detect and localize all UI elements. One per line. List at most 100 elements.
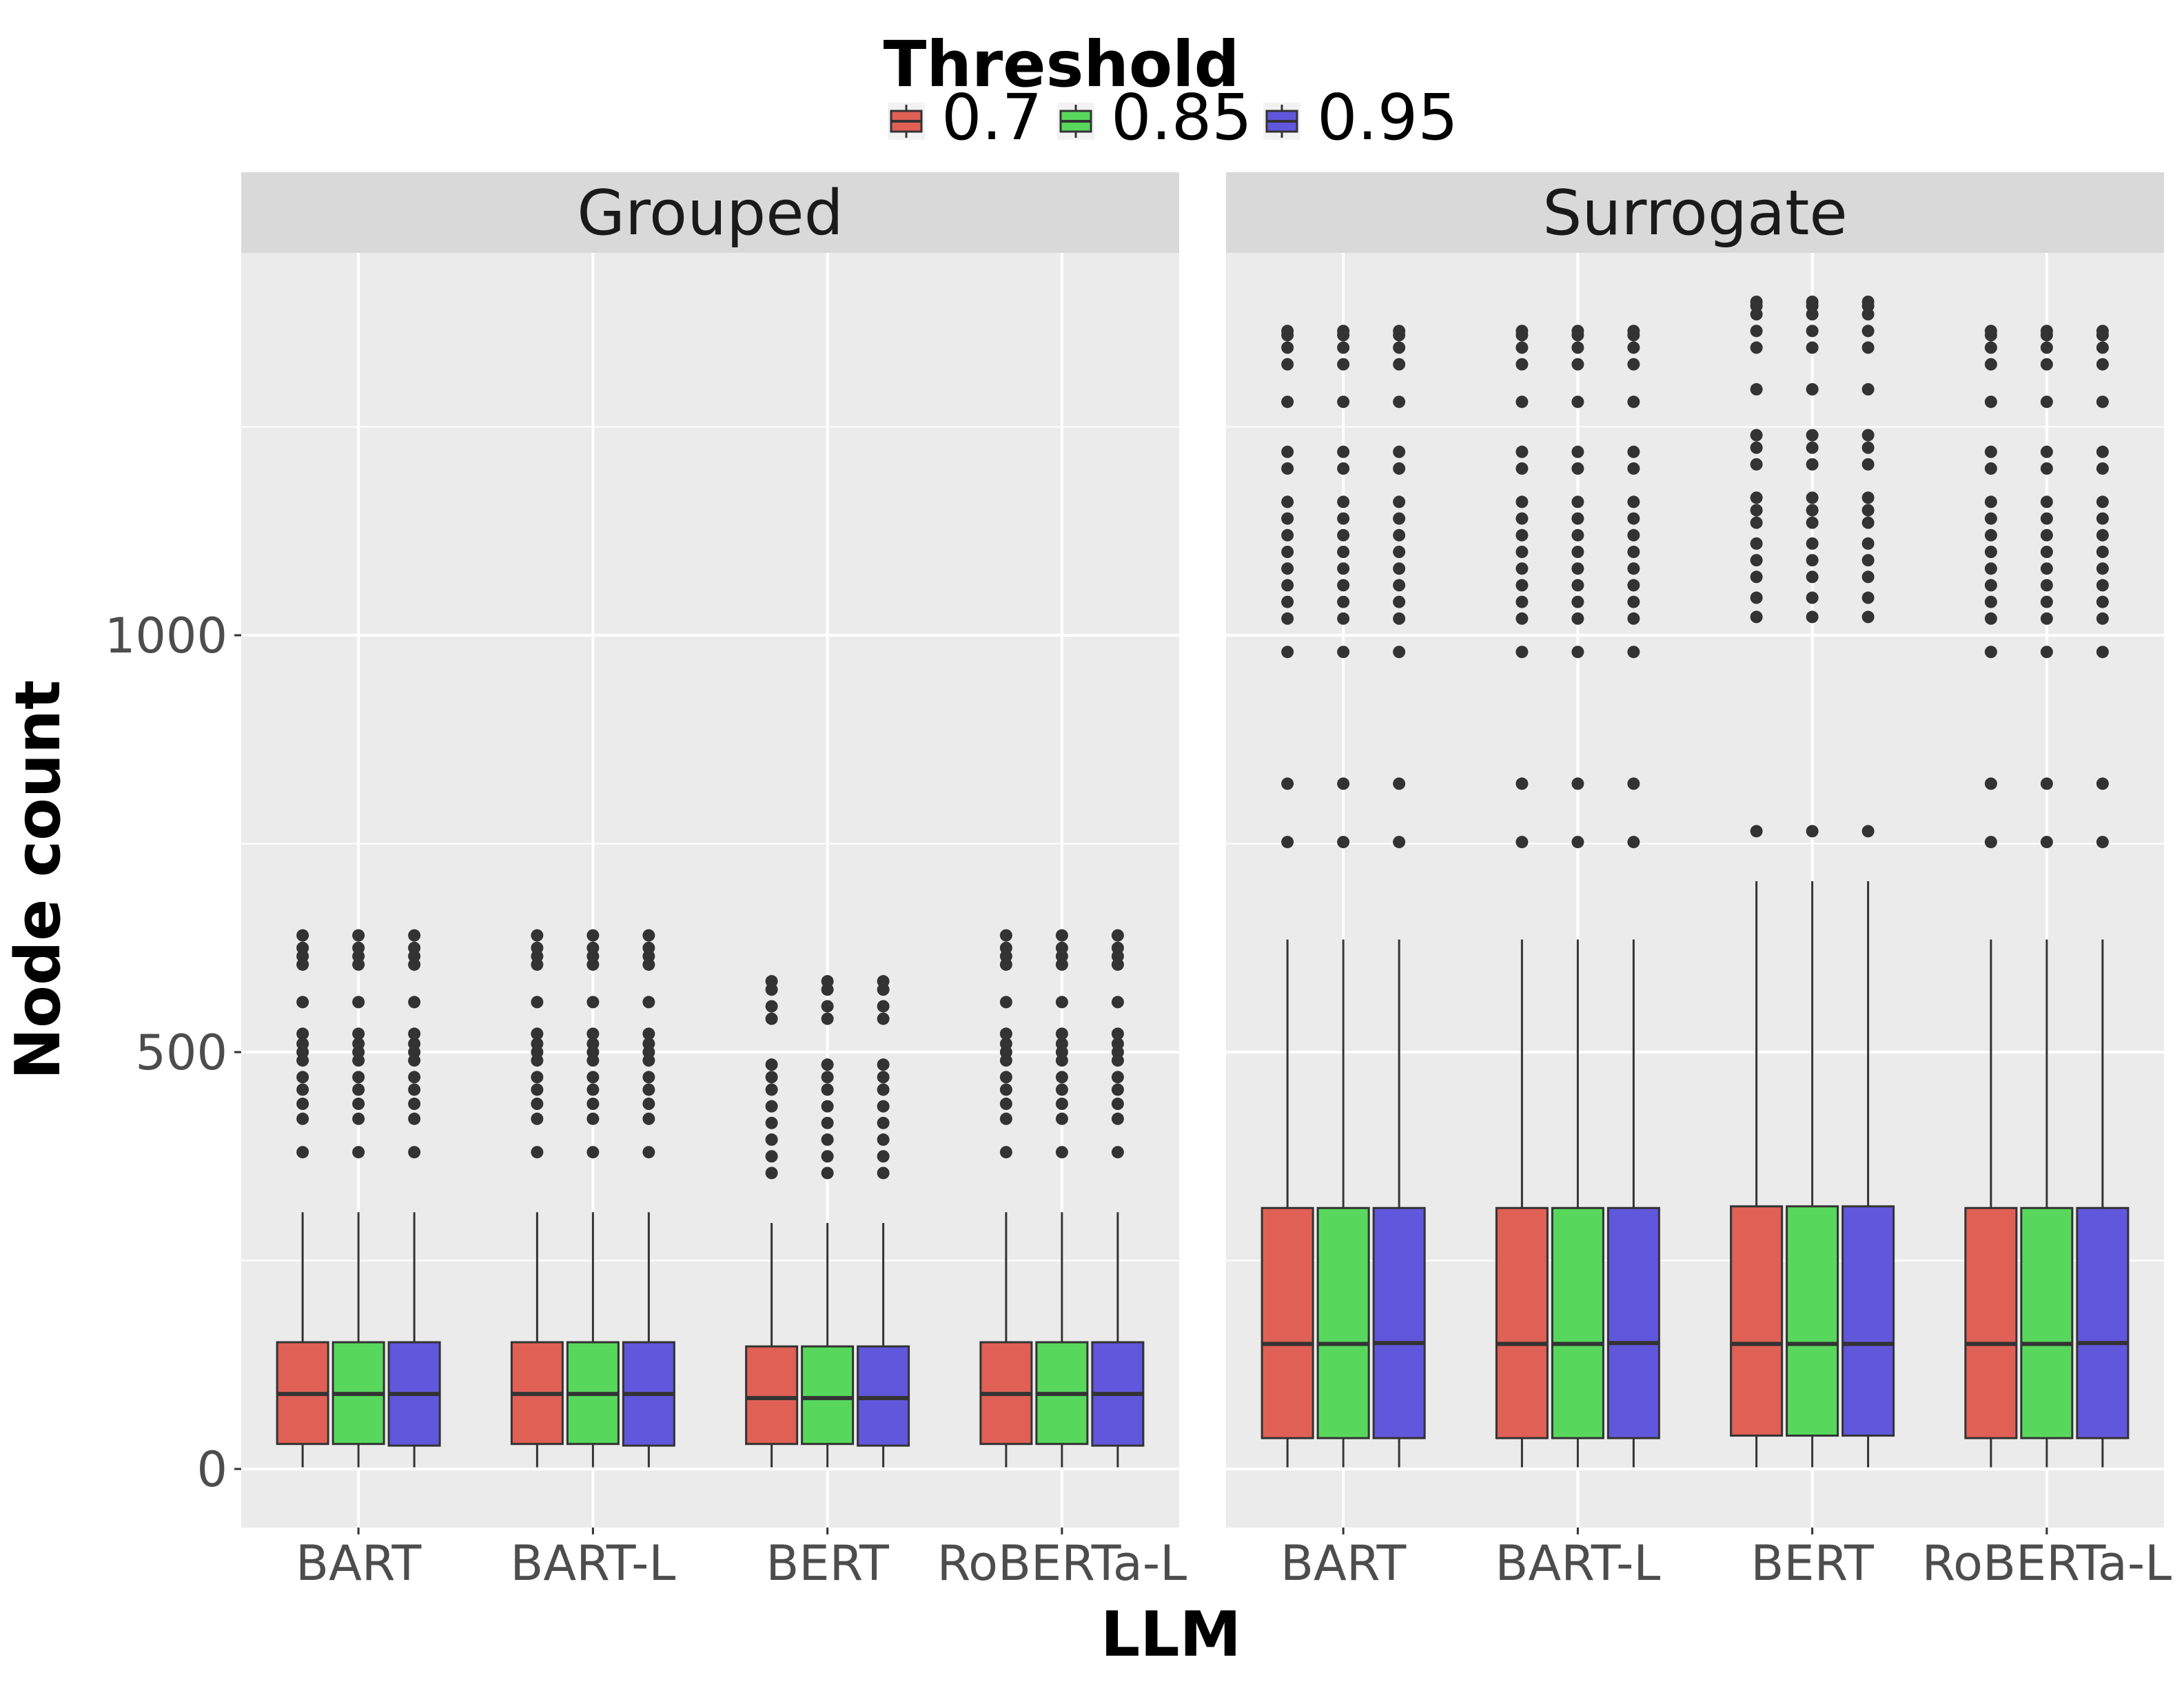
outlier-point [408,941,421,954]
outlier-point [1750,341,1763,354]
outlier-point [352,1112,365,1125]
outlier-point [1750,537,1763,550]
box-0.7 [510,929,564,1468]
outlier-point [877,1000,890,1013]
outlier-point [1571,612,1584,625]
outlier-point [408,929,421,942]
outlier-point [352,1037,365,1050]
outlier-point [1806,383,1819,396]
outlier-point [1750,504,1763,517]
outlier-point [1515,579,1529,592]
outlier-point [821,1100,834,1113]
outlier-point [296,941,309,954]
outlier-point [1055,929,1068,942]
box-iqr [745,1345,799,1446]
outlier-point [1627,546,1640,558]
outlier-point [821,1150,834,1163]
outlier-point [1984,612,1997,625]
x-tick-label: BERT [766,1535,889,1592]
outlier-point [1984,595,1997,608]
outlier-point [408,1037,421,1050]
outlier-point [642,1083,655,1096]
outlier-point [1984,528,1997,542]
outlier-point [1806,491,1819,504]
outlier-point [1055,1098,1068,1111]
outlier-point [765,1012,778,1025]
outlier-point [531,1098,544,1111]
panel-background [241,253,1179,1528]
outlier-point [1337,462,1350,475]
outlier-point [586,996,600,1009]
outlier-point [1393,612,1406,625]
outlier-point [1055,1071,1068,1084]
facet-strip [241,172,1179,253]
y-axis-title: Node count [2,680,74,1080]
outlier-point [821,975,834,988]
outlier-point [877,975,890,988]
outlier-point [1111,1027,1124,1040]
outlier-point [1806,825,1819,838]
outlier-point [1515,595,1529,608]
outlier-point [2096,512,2109,525]
outlier-point [1281,562,1294,575]
outlier-point [1984,562,1997,575]
outlier-point [1337,579,1350,592]
outlier-point [1806,441,1819,454]
outlier-point [408,996,421,1009]
outlier-point [1861,591,1875,604]
x-tick-label: BERT [1751,1535,1874,1592]
outlier-point [2096,579,2109,592]
outlier-point [1627,341,1640,354]
outlier-point [408,1098,421,1111]
outlier-point [1111,1112,1124,1125]
legend-label: 0.7 [941,81,1042,154]
outlier-point [1055,1027,1068,1040]
outlier-point [352,996,365,1009]
legend-label: 0.85 [1111,81,1252,154]
outlier-point [1515,777,1529,790]
outlier-point [586,1146,600,1159]
outlier-point [2040,325,2053,338]
outlier-point [765,1100,778,1113]
outlier-point [1750,429,1763,442]
outlier-point [1571,528,1584,542]
outlier-point [1281,395,1294,409]
box-iqr [1841,1205,1895,1437]
outlier-point [1393,562,1406,575]
outlier-point [1750,441,1763,454]
outlier-point [296,1071,309,1084]
outlier-point [531,1071,544,1084]
outlier-point [1393,836,1406,849]
outlier-point [1571,495,1584,508]
outlier-point [296,929,309,942]
outlier-point [2040,579,2053,592]
outlier-point [1337,325,1350,338]
outlier-point [1393,512,1406,525]
outlier-point [531,1027,544,1040]
outlier-point [296,1112,309,1125]
outlier-point [352,1071,365,1084]
outlier-point [586,1112,600,1125]
outlier-point [1861,825,1875,838]
outlier-point [586,1071,600,1084]
outlier-point [2096,395,2109,409]
outlier-point [531,929,544,942]
outlier-point [821,1012,834,1025]
outlier-point [1393,395,1406,409]
outlier-point [2096,325,2109,338]
box-0.85 [1316,325,1370,1468]
outlier-point [2096,528,2109,542]
outlier-point [1281,445,1294,458]
box-iqr [1606,1206,1660,1439]
outlier-point [2040,562,2053,575]
outlier-point [1984,358,1997,371]
outlier-point [1337,646,1350,659]
outlier-point [296,1146,309,1159]
outlier-point [1627,836,1640,849]
outlier-point [531,941,544,954]
outlier-point [1337,341,1350,354]
outlier-point [1806,570,1819,584]
outlier-point [2040,777,2053,790]
outlier-point [352,1083,365,1096]
